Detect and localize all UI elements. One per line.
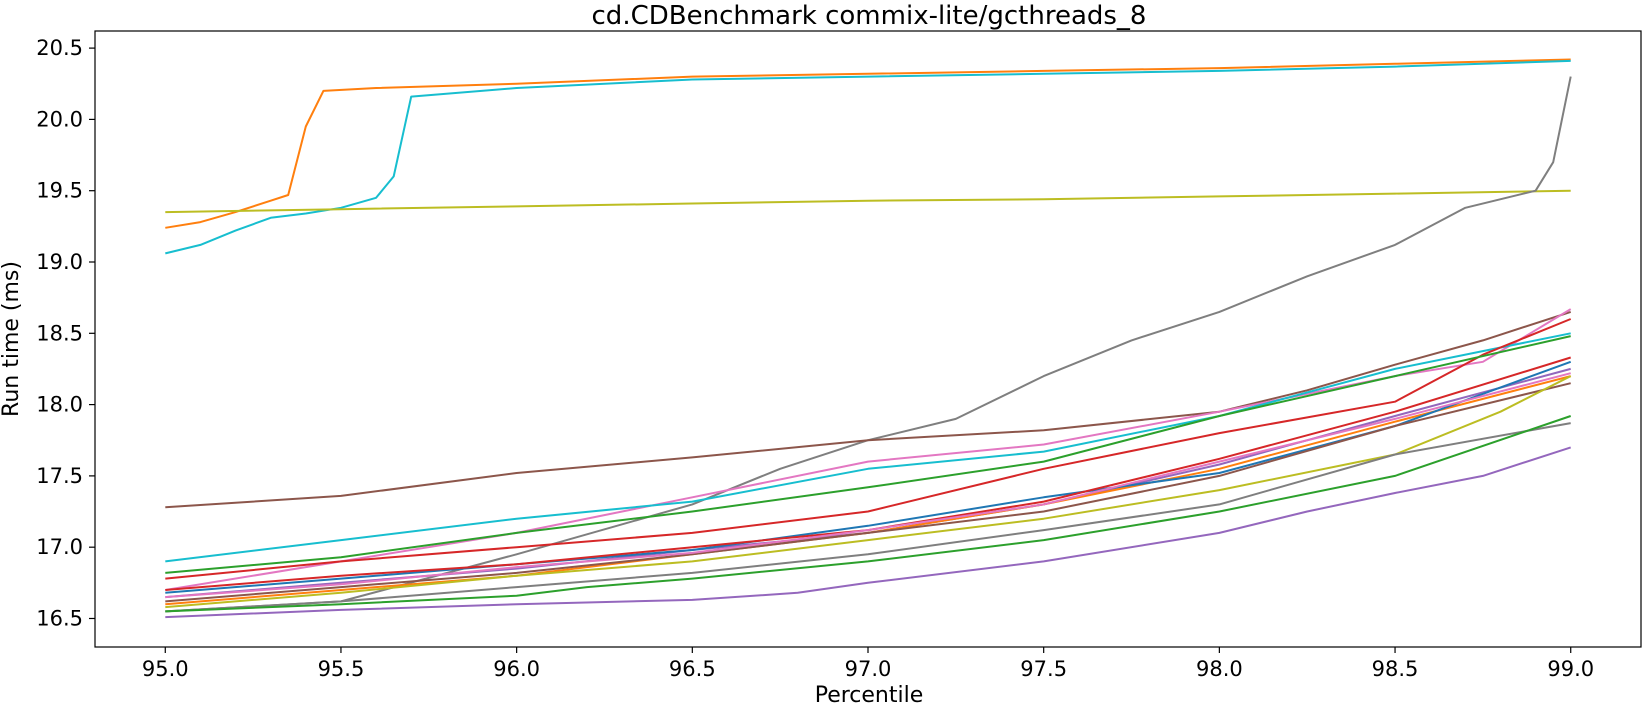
y-tick-label: 17.5 <box>36 464 83 488</box>
series-line-15 <box>165 372 1571 599</box>
series-line-5 <box>165 310 1572 509</box>
y-tick-label: 20.0 <box>36 107 83 131</box>
series-line-9 <box>165 335 1571 574</box>
y-tick-label: 18.0 <box>36 393 83 417</box>
series-line-4 <box>165 76 1572 613</box>
x-tick-label: 97.0 <box>845 657 892 681</box>
x-tick-label: 95.0 <box>142 657 189 681</box>
y-axis: 16.5 17.0 17.5 18.0 18.5 19.0 19.5 20.0 20.5 <box>36 36 95 630</box>
series-line-19 <box>165 446 1572 619</box>
series-line-7 <box>165 332 1571 563</box>
series-layer <box>165 58 1572 619</box>
series-line-14 <box>165 382 1571 603</box>
y-tick-label: 18.5 <box>36 321 83 345</box>
series-line-3 <box>165 189 1571 214</box>
x-tick-label: 96.5 <box>669 657 716 681</box>
series-line-17 <box>165 422 1571 613</box>
x-axis-label: Percentile <box>815 683 924 708</box>
series-line-2 <box>165 59 1571 255</box>
x-tick-label: 98.0 <box>1196 657 1243 681</box>
y-tick-label: 19.5 <box>36 179 83 203</box>
y-axis-label: Run time (ms) <box>0 261 24 417</box>
series-line-8 <box>165 318 1572 580</box>
x-tick-label: 98.5 <box>1372 657 1419 681</box>
x-tick-label: 96.0 <box>493 657 540 681</box>
x-tick-label: 97.5 <box>1020 657 1067 681</box>
y-tick-label: 20.5 <box>36 36 83 60</box>
series-line-1 <box>165 58 1571 229</box>
x-axis: 95.0 95.5 96.0 96.5 97.0 97.5 98.0 98.5 99.0 <box>142 647 1594 681</box>
x-tick-label: 95.5 <box>318 657 365 681</box>
x-tick-label: 99.0 <box>1547 657 1594 681</box>
y-tick-label: 19.0 <box>36 250 83 274</box>
series-line-18 <box>165 415 1572 613</box>
y-tick-label: 17.0 <box>36 535 83 559</box>
series-line-16 <box>165 375 1572 609</box>
chart-title: cd.CDBenchmark commix-lite/gcthreads_8 <box>592 1 1147 31</box>
series-line-6 <box>165 308 1572 591</box>
y-tick-label: 16.5 <box>36 606 83 630</box>
